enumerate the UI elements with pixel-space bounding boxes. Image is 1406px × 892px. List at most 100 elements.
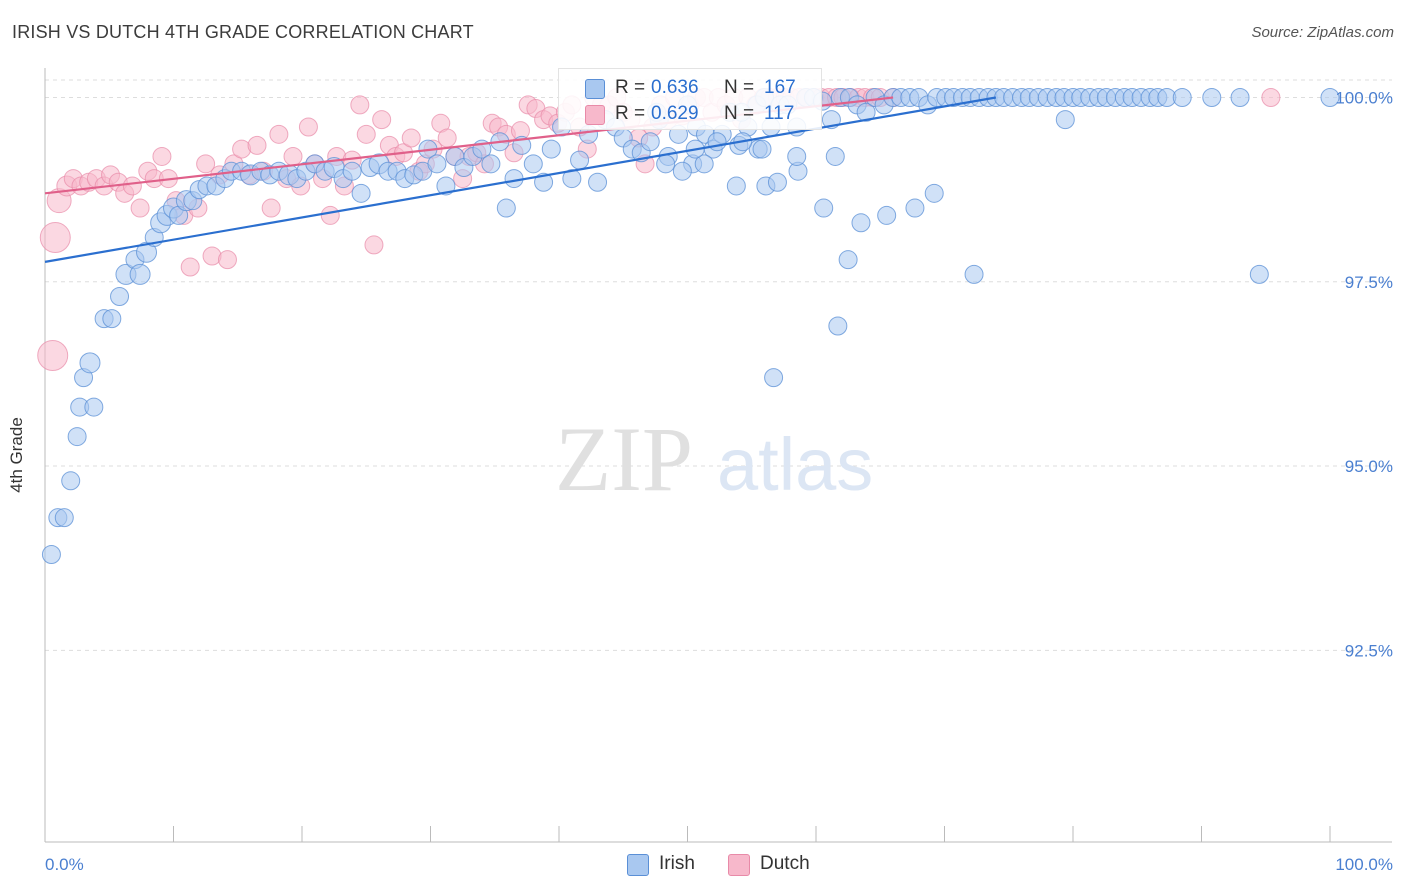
y-tick-label: 97.5% — [1345, 273, 1393, 292]
irish-point — [1249, 264, 1269, 284]
x-tick-label: 0.0% — [45, 855, 84, 874]
dutch-point — [152, 146, 172, 166]
dutch-point — [298, 117, 318, 137]
irish-point — [1320, 87, 1340, 107]
irish-point — [767, 172, 787, 192]
irish-swatch — [585, 79, 605, 99]
dutch-points — [37, 87, 1281, 371]
irish-point — [427, 154, 447, 174]
irish-point — [924, 183, 944, 203]
irish-point — [764, 368, 784, 388]
irish-n-value: 167 — [764, 77, 796, 98]
legend-row-irish: R = 0.636 N = 167 — [559, 76, 821, 102]
irish-point — [570, 150, 590, 170]
irish-point — [562, 169, 582, 189]
watermark-atlas: atlas — [717, 423, 873, 506]
dutch-point — [247, 135, 267, 155]
dutch-point — [350, 95, 370, 115]
dutch-point — [180, 257, 200, 277]
source-label: Source: ZipAtlas.com — [1251, 24, 1394, 41]
irish-point — [851, 213, 871, 233]
legend-dutch-label: Dutch — [760, 853, 810, 874]
irish-point — [828, 316, 848, 336]
irish-point — [54, 508, 74, 528]
dutch-point — [356, 124, 376, 144]
irish-point — [877, 205, 897, 225]
dutch-point — [196, 154, 216, 174]
dutch-n-value: 117 — [764, 103, 795, 124]
irish-point — [752, 139, 772, 159]
irish-point — [964, 264, 984, 284]
irish-point — [541, 139, 561, 159]
irish-point — [814, 198, 834, 218]
irish-point — [707, 132, 727, 152]
irish-point — [496, 198, 516, 218]
x-tick-label: 100.0% — [1335, 855, 1393, 874]
dutch-point — [37, 339, 69, 371]
irish-point — [534, 172, 554, 192]
irish-point — [672, 161, 692, 181]
irish-point — [523, 154, 543, 174]
irish-point — [84, 397, 104, 417]
dutch-point — [261, 198, 281, 218]
chart-title: IRISH VS DUTCH 4TH GRADE CORRELATION CHA… — [12, 22, 474, 42]
irish-point — [61, 471, 81, 491]
irish-r-label: R = — [615, 77, 646, 98]
legend-dutch-swatch — [728, 854, 750, 876]
irish-point — [436, 176, 456, 196]
irish-point — [656, 154, 676, 174]
irish-point — [694, 154, 714, 174]
irish-trend-line — [44, 96, 997, 263]
dutch-r-label: R = — [615, 103, 646, 124]
irish-point — [481, 154, 501, 174]
correlation-legend: R = 0.636 N = 167 R = 0.629 N = 117 — [558, 68, 822, 130]
irish-point — [1055, 110, 1075, 130]
irish-point — [129, 263, 151, 285]
dutch-point — [320, 205, 340, 225]
y-tick-label: 92.5% — [1345, 641, 1393, 660]
irish-point — [1230, 87, 1250, 107]
irish-point — [838, 250, 858, 270]
irish-point — [342, 161, 362, 181]
dutch-r-value: 0.629 — [651, 103, 699, 124]
tick-labels: 92.5% 95.0% 97.5% 100.0% 0.0% 100.0% — [45, 88, 1393, 874]
irish-point — [588, 172, 608, 192]
dutch-point — [1261, 87, 1281, 107]
irish-point — [825, 146, 845, 166]
irish-point — [856, 102, 876, 122]
dutch-point — [122, 176, 142, 196]
irish-point — [905, 198, 925, 218]
irish-point — [726, 176, 746, 196]
dutch-point — [130, 198, 150, 218]
axes — [44, 68, 1392, 843]
dutch-point — [372, 110, 392, 130]
irish-point — [67, 427, 87, 447]
irish-point — [41, 545, 61, 565]
irish-point — [787, 146, 807, 166]
irish-point — [351, 183, 371, 203]
dutch-point — [217, 250, 237, 270]
irish-point — [640, 132, 660, 152]
dutch-n-label: N = — [724, 103, 755, 124]
dutch-swatch — [585, 105, 605, 125]
legend-irish-swatch — [627, 854, 649, 876]
y-tick-label: 100.0% — [1335, 88, 1393, 107]
legend-irish-label: Irish — [659, 853, 695, 874]
dutch-point — [283, 146, 303, 166]
irish-n-label: N = — [724, 77, 755, 98]
irish-point — [1202, 87, 1222, 107]
irish-point — [504, 169, 524, 189]
series-legend: Irish Dutch — [0, 852, 1406, 878]
legend-row-dutch: R = 0.629 N = 117 — [559, 102, 821, 128]
dutch-point — [437, 128, 457, 148]
irish-point — [102, 309, 122, 329]
y-axis-label: 4th Grade — [7, 417, 26, 493]
dutch-point — [364, 235, 384, 255]
y-tick-label: 95.0% — [1345, 457, 1393, 476]
dutch-point — [39, 222, 71, 254]
watermark-zip: ZIP — [555, 408, 693, 510]
irish-r-value: 0.636 — [651, 77, 699, 98]
irish-point — [79, 352, 101, 374]
irish-point — [1172, 87, 1192, 107]
dutch-point — [401, 128, 421, 148]
